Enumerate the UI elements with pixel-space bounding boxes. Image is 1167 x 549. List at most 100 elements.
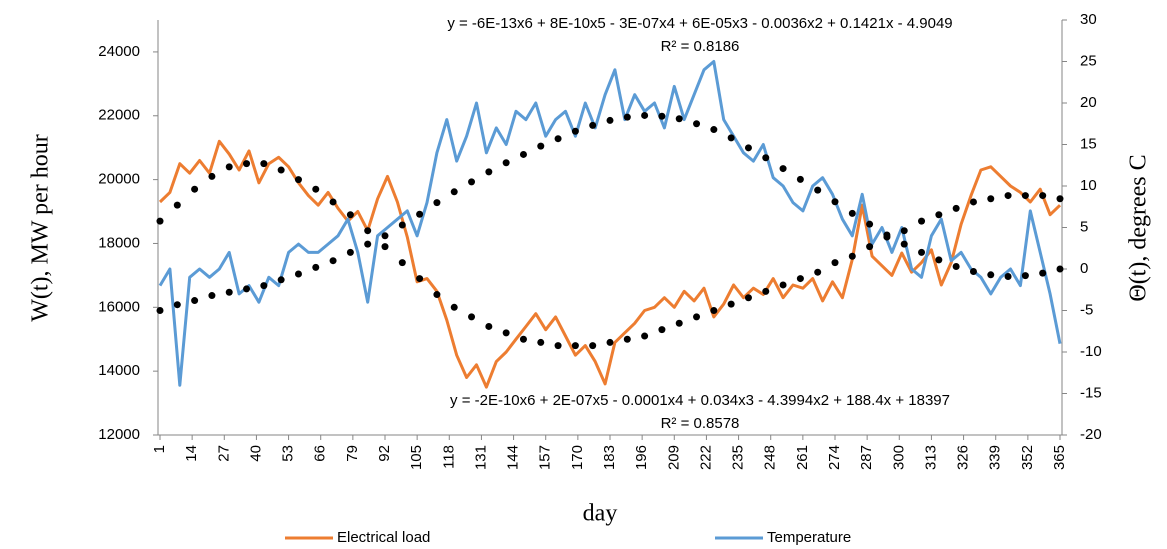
y2-tick-label: 10: [1080, 177, 1097, 194]
legend-label: Electrical load: [337, 529, 430, 546]
x-tick-label: 66: [312, 445, 329, 462]
trend-point: [606, 116, 614, 124]
x-tick-label: 118: [440, 445, 457, 469]
trend-point: [294, 270, 302, 278]
trend-point: [312, 185, 320, 193]
trend-point: [883, 231, 891, 239]
trend-point: [952, 204, 960, 212]
trend-point: [208, 172, 216, 180]
trend-point: [260, 160, 268, 168]
x-tick-label: 79: [344, 445, 361, 462]
trend-point: [641, 111, 649, 119]
y2-tick-label: -10: [1080, 343, 1102, 360]
y2-tick-label: 5: [1080, 218, 1088, 235]
trend-point: [900, 227, 908, 235]
trend-point: [623, 335, 631, 343]
x-tick-label: 339: [987, 445, 1004, 470]
trend-point: [779, 281, 787, 289]
trend-point: [866, 243, 874, 251]
trend-point: [485, 322, 493, 330]
trend-point: [225, 163, 233, 171]
trend-point: [675, 115, 683, 123]
trend-point: [935, 211, 943, 219]
x-tick-label: 365: [1051, 445, 1068, 470]
trend-point: [433, 199, 441, 207]
trend-point: [329, 257, 337, 265]
trend-point: [641, 332, 649, 340]
trend-point: [416, 275, 424, 283]
x-tick-label: 300: [890, 445, 907, 470]
trend-point: [727, 134, 735, 142]
y-tick-label: 22000: [98, 107, 140, 124]
trend-point: [935, 256, 943, 264]
x-tick-label: 248: [762, 445, 779, 470]
x-tick-label: 27: [215, 445, 232, 462]
trend-point: [519, 335, 527, 343]
y2-tick-label: -15: [1080, 384, 1102, 401]
trend-point: [450, 303, 458, 311]
y-axis-title: W(t), MW per hour: [28, 134, 54, 322]
trend-point: [1021, 192, 1029, 200]
trend-point: [173, 201, 181, 209]
trend-point: [1056, 195, 1064, 203]
y2-tick-label: 15: [1080, 135, 1097, 152]
trend-point: [814, 268, 822, 276]
trend-equation: y = -6E-13x6 + 8E-10x5 - 3E-07x4 + 6E-05…: [447, 15, 952, 32]
x-tick-label: 14: [183, 445, 200, 462]
legend-label: Temperature: [767, 529, 851, 546]
y-tick-label: 16000: [98, 298, 140, 315]
trend-point: [987, 195, 995, 203]
trend-point: [243, 285, 251, 293]
trend-point: [918, 217, 926, 225]
trend-point: [623, 113, 631, 121]
trend-point: [831, 259, 839, 267]
trend-point: [1021, 272, 1029, 280]
x-tick-label: 170: [569, 445, 586, 470]
trend-point: [312, 263, 320, 271]
y-tick-label: 12000: [98, 426, 140, 443]
trend-point: [277, 166, 285, 174]
trend-point: [814, 186, 822, 194]
trend-point: [606, 338, 614, 346]
x-tick-label: 313: [922, 445, 939, 470]
trend-point: [537, 142, 545, 150]
trend-point: [675, 319, 683, 327]
y2-tick-label: 0: [1080, 260, 1088, 277]
trend-point: [156, 217, 164, 225]
trend-point: [468, 313, 476, 321]
x-tick-label: 274: [826, 445, 843, 470]
x-tick-label: 105: [408, 445, 425, 470]
x-tick-label: 326: [955, 445, 972, 470]
x-tick-label: 196: [633, 445, 650, 470]
trend-point: [502, 159, 510, 167]
x-tick-label: 352: [1019, 445, 1036, 470]
y2-tick-label: -5: [1080, 301, 1093, 318]
x-tick-label: 92: [376, 445, 393, 462]
trend-point: [589, 342, 597, 350]
trend-point: [710, 307, 718, 314]
trend-point: [658, 326, 666, 334]
y2-tick-label: 20: [1080, 94, 1097, 111]
trend-point: [762, 287, 770, 295]
trend-point: [762, 154, 770, 162]
trend-equation: y = -2E-10x6 + 2E-07x5 - 0.0001x4 + 0.03…: [450, 392, 950, 409]
trend-point: [1004, 272, 1012, 280]
x-tick-label: 53: [280, 445, 297, 462]
y-tick-label: 14000: [98, 362, 140, 379]
trend-point: [537, 338, 545, 346]
trend-point: [848, 252, 856, 260]
x-tick-label: 183: [601, 445, 618, 470]
trend-point: [969, 267, 977, 275]
trend-point: [346, 211, 354, 219]
x-tick-label: 261: [794, 445, 811, 470]
x-tick-label: 131: [472, 445, 489, 470]
trend-point: [866, 220, 874, 228]
trend-point: [744, 144, 752, 152]
trend-point: [381, 243, 389, 251]
trend-point: [693, 313, 701, 321]
trend-point: [1039, 269, 1047, 277]
trend-point: [744, 294, 752, 302]
trend-point: [1056, 265, 1064, 273]
x-tick-label: 144: [505, 445, 522, 470]
